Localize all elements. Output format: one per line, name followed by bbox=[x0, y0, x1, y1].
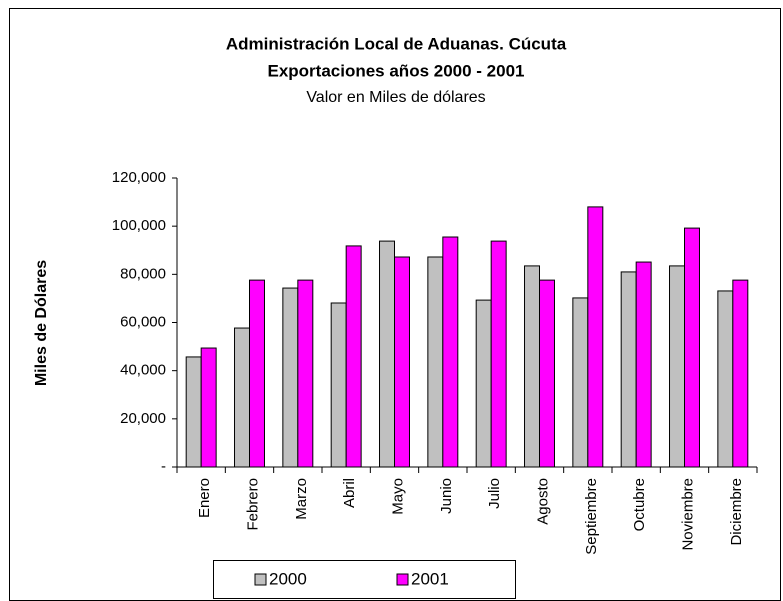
y-tick-label: - bbox=[161, 458, 166, 475]
bar bbox=[524, 265, 540, 468]
bar bbox=[234, 327, 250, 468]
y-tick-label: 40,000 bbox=[120, 362, 166, 379]
bar bbox=[282, 287, 299, 468]
y-tick-label: 80,000 bbox=[120, 265, 166, 282]
x-tick-label: Julio bbox=[486, 478, 503, 509]
chart-subtitle-2: Valor en Miles de dólares bbox=[306, 89, 485, 106]
bar bbox=[490, 240, 507, 468]
bar bbox=[572, 297, 589, 468]
x-tick-label: Febrero bbox=[244, 478, 261, 531]
x-tick-label: Junio bbox=[438, 478, 455, 514]
bar bbox=[200, 347, 217, 468]
bar bbox=[732, 279, 749, 468]
bar bbox=[587, 206, 604, 468]
x-tick-label: Noviembre bbox=[679, 478, 696, 551]
bar bbox=[442, 236, 459, 468]
y-axis-label: Miles de Dólares bbox=[33, 260, 50, 386]
bar bbox=[669, 265, 685, 468]
bar bbox=[684, 227, 700, 468]
x-tick-label: Mayo bbox=[389, 478, 406, 515]
bar bbox=[249, 279, 265, 468]
x-tick-label: Agosto bbox=[534, 478, 551, 525]
bar bbox=[635, 261, 652, 468]
x-tick-label: Septiembre bbox=[583, 478, 600, 555]
y-tick-label: 20,000 bbox=[120, 410, 166, 427]
bar bbox=[717, 290, 734, 468]
x-tick-label: Octubre bbox=[631, 478, 648, 531]
y-tick-label: 60,000 bbox=[120, 313, 166, 330]
bar bbox=[427, 256, 444, 468]
legend-swatch bbox=[396, 573, 409, 586]
chart-subtitle: Exportaciones años 2000 - 2001 bbox=[267, 61, 524, 80]
y-tick-label: 120,000 bbox=[112, 169, 166, 186]
bar bbox=[394, 256, 410, 468]
y-tick-label: 100,000 bbox=[112, 217, 166, 234]
legend-label: 2001 bbox=[411, 569, 449, 588]
x-tick-label: Marzo bbox=[293, 478, 310, 520]
bar bbox=[475, 299, 492, 468]
x-tick-label: Enero bbox=[196, 478, 213, 518]
chart-title: Administración Local de Aduanas. Cúcuta bbox=[226, 34, 567, 53]
bar bbox=[345, 245, 362, 468]
legend-swatch bbox=[254, 573, 267, 586]
bar bbox=[185, 356, 202, 468]
bar bbox=[539, 279, 555, 468]
x-tick-label: Abril bbox=[341, 478, 358, 508]
bar bbox=[297, 279, 314, 468]
bar bbox=[379, 240, 395, 468]
legend-label: 2000 bbox=[269, 569, 307, 588]
bar bbox=[330, 302, 347, 468]
bar bbox=[620, 271, 637, 468]
x-tick-label: Diciembre bbox=[728, 478, 745, 546]
